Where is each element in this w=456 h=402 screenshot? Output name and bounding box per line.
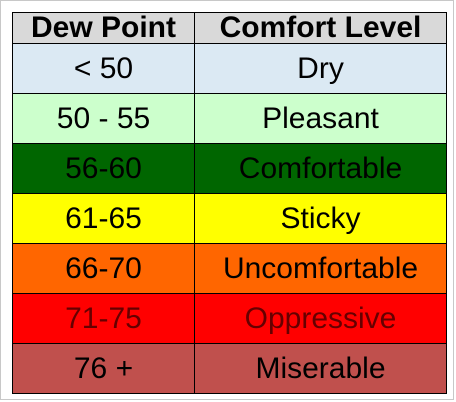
dew-point-cell: 61-65 — [12, 193, 195, 244]
dew-point-table: Dew Point Comfort Level < 50 Dry 50 - 55… — [12, 12, 447, 394]
table-row: 61-65 Sticky — [12, 193, 447, 244]
table-row: 71-75 Oppressive — [12, 293, 447, 344]
dew-point-cell: 56-60 — [12, 143, 195, 194]
header-comfort-level: Comfort Level — [194, 12, 447, 44]
comfort-level-cell: Miserable — [194, 343, 447, 394]
table-row: 56-60 Comfortable — [12, 143, 447, 194]
comfort-level-cell: Comfortable — [194, 143, 447, 194]
comfort-level-cell: Pleasant — [194, 93, 447, 144]
dew-point-cell: 71-75 — [12, 293, 195, 344]
dew-point-cell: < 50 — [12, 43, 195, 94]
dew-point-cell: 76 + — [12, 343, 195, 394]
table-row: 76 + Miserable — [12, 343, 447, 394]
table-row: 50 - 55 Pleasant — [12, 93, 447, 144]
header-dew-point: Dew Point — [12, 12, 195, 44]
table-row: < 50 Dry — [12, 43, 447, 94]
table-row: 66-70 Uncomfortable — [12, 243, 447, 294]
dew-point-cell: 50 - 55 — [12, 93, 195, 144]
comfort-level-cell: Oppressive — [194, 293, 447, 344]
dew-point-cell: 66-70 — [12, 243, 195, 294]
header-row: Dew Point Comfort Level — [12, 12, 447, 44]
comfort-level-cell: Sticky — [194, 193, 447, 244]
comfort-level-cell: Uncomfortable — [194, 243, 447, 294]
comfort-level-cell: Dry — [194, 43, 447, 94]
